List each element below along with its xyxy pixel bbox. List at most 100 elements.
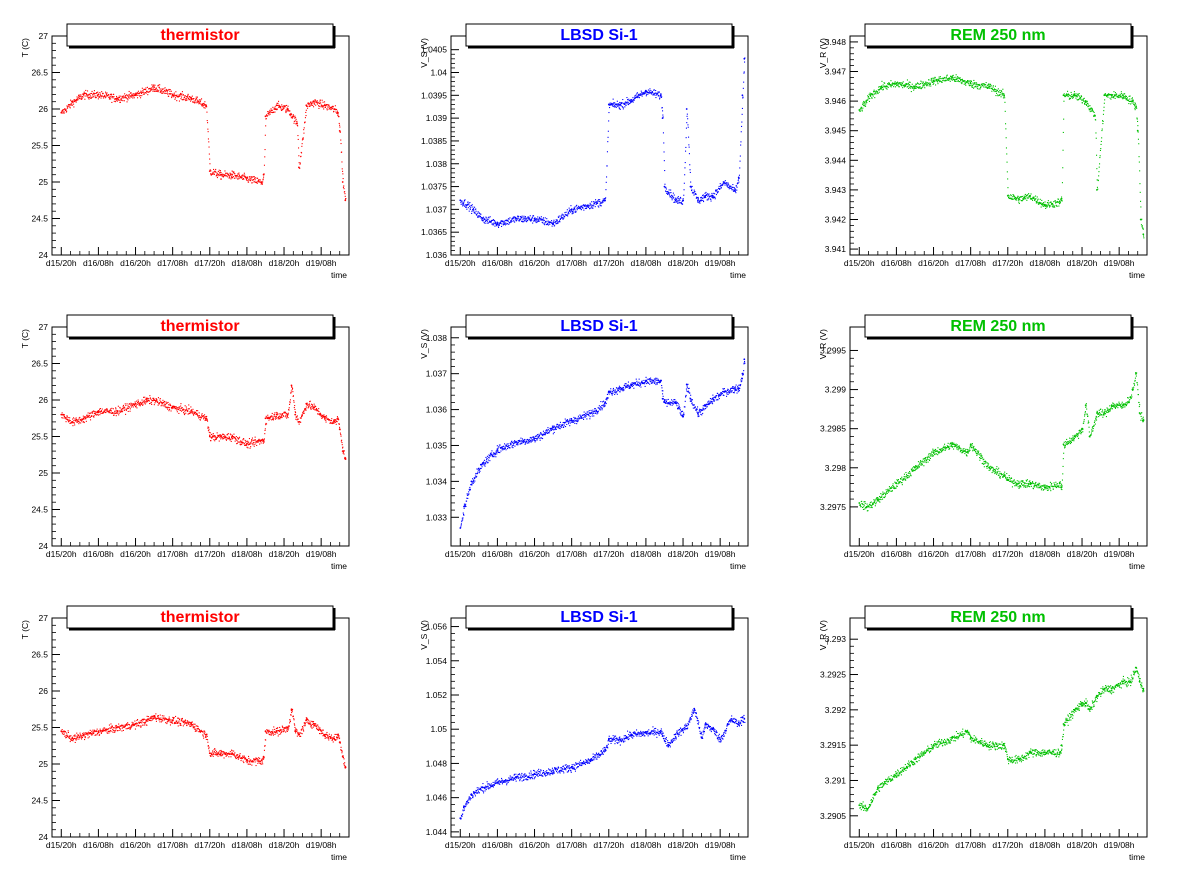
y-tick-label: 3.941 — [825, 244, 847, 254]
scatter-point — [318, 414, 319, 415]
scatter-point — [109, 99, 110, 100]
scatter-point — [711, 201, 712, 202]
scatter-point — [275, 106, 276, 107]
scatter-point — [504, 443, 505, 444]
scatter-point — [229, 177, 230, 178]
scatter-point — [548, 224, 549, 225]
scatter-point — [651, 93, 652, 94]
scatter-point — [473, 480, 474, 481]
data-point — [146, 399, 148, 401]
scatter-point — [1127, 97, 1128, 98]
scatter-point — [508, 443, 509, 444]
scatter-point — [245, 440, 246, 441]
scatter-point — [1140, 206, 1141, 207]
data-point — [265, 115, 267, 117]
scatter-point — [1102, 123, 1103, 124]
scatter-point — [117, 413, 118, 414]
scatter-point — [186, 100, 187, 101]
scatter-point — [343, 185, 344, 186]
scatter-point — [209, 163, 210, 164]
scatter-point — [274, 108, 275, 109]
scatter-point — [251, 441, 252, 442]
scatter-point — [301, 152, 302, 153]
scatter-point — [683, 198, 684, 199]
scatter-point — [923, 82, 924, 83]
scatter-point — [1062, 167, 1063, 168]
scatter-point — [1007, 187, 1008, 188]
scatter-point — [256, 445, 257, 446]
scatter-point — [300, 164, 301, 165]
scatter-point — [608, 112, 609, 113]
scatter-point — [612, 393, 613, 394]
scatter-point — [524, 441, 525, 442]
x-tick-label: d17/20h — [593, 549, 624, 559]
scatter-point — [335, 112, 336, 113]
scatter-point — [948, 80, 949, 81]
scatter-point — [468, 491, 469, 492]
scatter-point — [721, 187, 722, 188]
scatter-point — [982, 85, 983, 86]
scatter-point — [574, 209, 575, 210]
scatter-point — [264, 441, 265, 442]
scatter-point — [299, 162, 300, 163]
scatter-point — [297, 135, 298, 136]
scatter-point — [544, 224, 545, 225]
scatter-point — [862, 104, 863, 105]
scatter-point — [248, 182, 249, 183]
scatter-point — [338, 419, 339, 420]
scatter-point — [143, 397, 144, 398]
data-point — [1018, 198, 1020, 200]
scatter-point — [313, 409, 314, 410]
scatter-point — [636, 381, 637, 382]
scatter-point — [479, 472, 480, 473]
scatter-point — [666, 188, 667, 189]
scatter-point — [326, 422, 327, 423]
scatter-point — [478, 468, 479, 469]
scatter-point — [519, 221, 520, 222]
scatter-point — [141, 93, 142, 94]
y-axis-title: V_S (V) — [419, 38, 429, 68]
scatter-point — [907, 86, 908, 87]
scatter-point — [468, 207, 469, 208]
scatter-point — [566, 424, 567, 425]
y-tick-label: 24.5 — [31, 214, 48, 224]
scatter-point — [497, 445, 498, 446]
scatter-point — [230, 434, 231, 435]
x-tick-label: d16/08h — [83, 258, 114, 268]
scatter-point — [540, 432, 541, 433]
scatter-point — [487, 221, 488, 222]
scatter-point — [303, 139, 304, 140]
scatter-point — [878, 87, 879, 88]
scatter-point — [542, 438, 543, 439]
scatter-point — [145, 89, 146, 90]
scatter-point — [1105, 93, 1106, 94]
x-tick-label: d17/08h — [157, 258, 188, 268]
data-point — [690, 186, 692, 188]
scatter-point — [722, 185, 723, 186]
scatter-point — [157, 402, 158, 403]
scatter-point — [1097, 187, 1098, 188]
scatter-point — [113, 96, 114, 97]
scatter-point — [993, 90, 994, 91]
scatter-point — [127, 101, 128, 102]
scatter-point — [639, 97, 640, 98]
scatter-point — [1025, 196, 1026, 197]
y-tick-label: 1.039 — [426, 113, 448, 123]
scatter-point — [488, 460, 489, 461]
scatter-point — [513, 220, 514, 221]
scatter-point — [296, 417, 297, 418]
scatter-point — [608, 137, 609, 138]
scatter-point — [276, 416, 277, 417]
scatter-point — [1046, 204, 1047, 205]
scatter-point — [613, 102, 614, 103]
scatter-point — [107, 92, 108, 93]
scatter-point — [957, 78, 958, 79]
scatter-point — [477, 213, 478, 214]
scatter-point — [297, 125, 298, 126]
scatter-point — [293, 395, 294, 396]
scatter-point — [952, 80, 953, 81]
scatter-point — [189, 96, 190, 97]
scatter-point — [659, 97, 660, 98]
scatter-point — [905, 85, 906, 86]
data-point — [135, 94, 137, 96]
